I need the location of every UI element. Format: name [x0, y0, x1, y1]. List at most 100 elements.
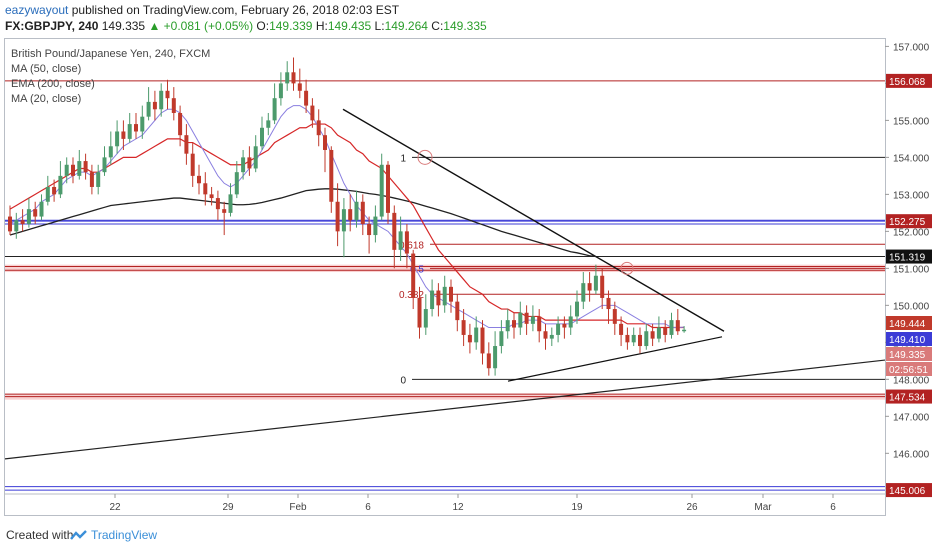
high-label: H:: [315, 19, 328, 33]
candle-body-12: [83, 161, 88, 173]
candle-body-43: [278, 83, 283, 99]
candle-body-94: [600, 275, 605, 298]
candle-body-54: [348, 209, 353, 221]
candle-body-56: [360, 201, 365, 224]
candle-body-18: [121, 131, 126, 139]
y-tick-label-6: 152.000: [893, 227, 930, 238]
candle-body-35: [228, 194, 233, 213]
candle-body-97: [619, 323, 624, 335]
x-tick-label-7: Mar: [754, 502, 772, 513]
y-tick-label-4: 150.000: [893, 301, 930, 312]
candle-body-60: [386, 164, 390, 213]
candle-body-75: [480, 327, 485, 354]
y-tick-label-5: 151.000: [893, 264, 930, 275]
candle-body-0: [8, 216, 12, 232]
candle-body-63: [404, 231, 409, 254]
candle-body-92: [587, 283, 592, 291]
price-chart[interactable]: 10.6180.50.3820146.000147.000148.000149.…: [0, 0, 932, 522]
candle-body-69: [442, 286, 447, 306]
high-value: 149.435: [327, 19, 372, 33]
candle-body-1: [14, 220, 19, 232]
candle-body-68: [436, 290, 441, 306]
candle-body-79: [505, 320, 510, 332]
candle-body-74: [474, 327, 479, 343]
tradingview-logo[interactable]: TradingView: [70, 528, 157, 542]
y-tick-label-8: 154.000: [893, 153, 930, 164]
symbol-label: FX:GBPJPY, 240: [5, 19, 99, 33]
candle-body-10: [71, 164, 75, 176]
candle-body-6: [45, 186, 50, 202]
legend-ma20[interactable]: MA (20, close): [11, 93, 82, 105]
candle-body-107: [682, 329, 687, 332]
candle-body-2: [20, 220, 25, 224]
ema200-line: [9, 188, 596, 258]
candle-body-29: [190, 153, 195, 176]
candle-body-88: [562, 323, 567, 328]
candle-body-8: [58, 175, 63, 195]
chart-header: eazywayout published on TradingView.com,…: [0, 0, 932, 36]
tradingview-icon: [70, 530, 87, 540]
y-tick-label-1: 147.000: [893, 412, 930, 423]
candle-body-47: [304, 90, 309, 106]
candle-body-93: [593, 275, 598, 291]
x-tick-label-0: 22: [109, 502, 121, 513]
level-tag-4: [886, 483, 932, 498]
price-tag-label-2: 149.335: [889, 350, 926, 361]
close-value: 149.335: [443, 19, 487, 33]
candle-body-76: [486, 353, 491, 369]
candle-body-90: [575, 301, 579, 317]
candle-body-51: [329, 149, 334, 202]
candle-body-39: [253, 146, 258, 169]
candle-body-33: [215, 198, 220, 210]
candle-body-85: [543, 331, 548, 339]
candle-body-95: [606, 297, 611, 310]
descending-trendline: [342, 108, 725, 332]
price-tag-label-1: 149.410: [889, 335, 926, 346]
long-trendline: [4, 359, 886, 460]
candle-body-91: [581, 283, 586, 302]
candle-body-103: [656, 327, 661, 339]
candle-body-46: [297, 83, 302, 91]
author-link[interactable]: eazywayout: [5, 3, 69, 17]
fib-label-0: 1: [400, 153, 406, 164]
close-label: C:: [431, 19, 444, 33]
open-value: 149.339: [269, 19, 313, 33]
candle-body-24: [159, 90, 164, 110]
candle-body-9: [64, 164, 69, 176]
candle-body-78: [499, 331, 504, 347]
candle-body-40: [260, 127, 264, 147]
price-tag-1: [886, 332, 932, 346]
candle-body-84: [537, 316, 542, 332]
candle-body-72: [461, 320, 466, 335]
candle-body-7: [52, 186, 57, 195]
low-value: 149.264: [384, 19, 428, 33]
y-tick-label-9: 155.000: [893, 116, 930, 127]
fib-label-4: 0: [400, 375, 406, 386]
candle-body-65: [417, 297, 422, 328]
y-tick-label-11: 157.000: [893, 42, 930, 53]
publish-info: published on TradingView.com, February 2…: [71, 3, 400, 17]
candle-body-49: [316, 120, 321, 136]
candle-body-50: [323, 135, 327, 150]
x-tick-label-5: 19: [571, 502, 583, 513]
candle-body-61: [392, 212, 397, 250]
level-tag-label-4: 145.006: [889, 486, 926, 497]
candle-body-37: [241, 157, 246, 173]
level-tag-3: [886, 389, 932, 404]
change-value: ▲ +0.081 (+0.05%): [148, 19, 254, 33]
footer: Created with TradingView: [0, 522, 932, 550]
candle-body-36: [234, 172, 239, 195]
candle-body-67: [430, 290, 435, 310]
candle-body-77: [493, 346, 498, 369]
indicator-legend: British Pound/Japanese Yen, 240, FXCM MA…: [11, 47, 210, 107]
created-with-text: Created with: [6, 528, 74, 542]
price-tag-3: [886, 362, 932, 376]
fib-label-1: 0.618: [399, 240, 424, 251]
candle-body-22: [146, 101, 151, 117]
legend-ma50[interactable]: MA (50, close): [11, 63, 82, 75]
candle-body-41: [266, 120, 271, 128]
candle-body-58: [373, 216, 378, 236]
legend-ema200[interactable]: EMA (200, close): [11, 78, 95, 90]
legend-symbol[interactable]: British Pound/Japanese Yen, 240, FXCM: [11, 48, 211, 60]
candle-body-81: [518, 312, 523, 328]
